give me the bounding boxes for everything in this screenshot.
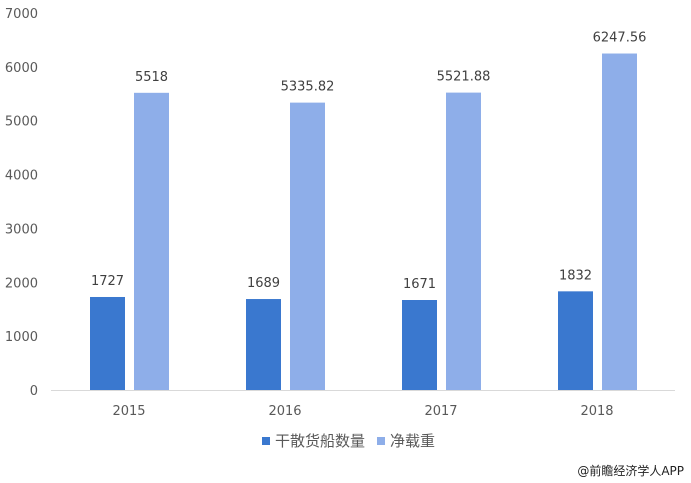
data-label: 1671: [403, 277, 436, 292]
bar-0: [90, 296, 125, 390]
y-tick-label: 6000: [5, 61, 38, 76]
y-tick-label: 2000: [5, 276, 38, 291]
x-tick-label: 2018: [580, 404, 613, 419]
y-tick-label: 1000: [5, 330, 38, 345]
legend-label: 净载重: [390, 432, 435, 450]
bar-1: [134, 92, 169, 390]
bar-0: [558, 291, 593, 390]
data-label: 6247.56: [593, 31, 647, 46]
bar-0: [246, 299, 281, 390]
x-tick-label: 2016: [268, 404, 301, 419]
legend-label: 干散货船数量: [275, 432, 365, 450]
bar-1: [290, 102, 325, 390]
data-label: 5521.88: [437, 70, 491, 85]
legend-swatch: [262, 437, 270, 445]
bar-1: [602, 53, 637, 391]
data-label: 1689: [247, 276, 280, 291]
y-tick-label: 5000: [5, 115, 38, 130]
source-text: @前瞻经济学人APP: [577, 463, 684, 478]
data-label: 5518: [135, 70, 168, 85]
bar-0: [402, 300, 437, 390]
bar-1: [446, 92, 481, 390]
x-tick-label: 2015: [112, 404, 145, 419]
data-label: 5335.82: [281, 80, 335, 95]
y-tick-label: 3000: [5, 222, 38, 237]
data-label: 1727: [91, 274, 124, 289]
y-tick-label: 4000: [5, 169, 38, 184]
legend-swatch: [377, 437, 385, 445]
x-tick-label: 2017: [424, 404, 457, 419]
y-tick-label: 0: [30, 384, 38, 399]
data-label: 1832: [559, 268, 592, 283]
y-tick-label: 7000: [5, 7, 38, 22]
